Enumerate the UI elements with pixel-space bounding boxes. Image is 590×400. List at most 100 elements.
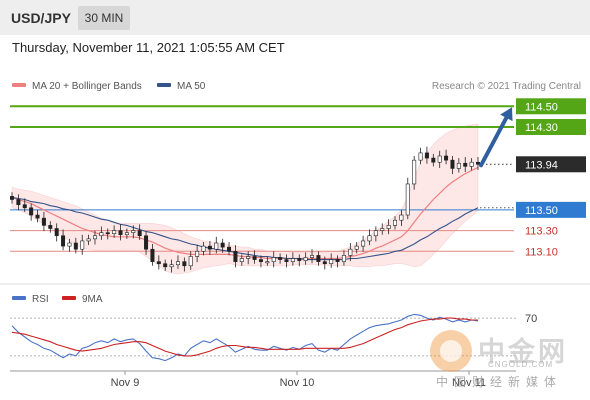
candle-63: [412, 156, 417, 190]
candle-body-62: [405, 183, 410, 216]
legend-label-ma20: MA 20 + Bollinger Bands: [32, 81, 142, 92]
candle-body-14: [99, 232, 104, 237]
candle-body-45: [297, 258, 302, 261]
candle-body-53: [348, 248, 353, 256]
price-level-text-1: 114.30: [525, 122, 558, 134]
candle-66: [431, 153, 436, 167]
candle-33: [220, 238, 225, 253]
candle-46: [303, 252, 308, 265]
legend-swatch-rsi: [12, 296, 26, 300]
moving-averages: [11, 166, 479, 261]
price-level-text-0: 114.50: [525, 101, 558, 113]
candle-body-52: [341, 255, 346, 262]
candle-49: [322, 256, 327, 270]
candle-16: [112, 225, 117, 238]
candle-body-36: [239, 258, 244, 262]
candle-body-24: [163, 263, 168, 268]
candle-body-54: [354, 245, 359, 250]
candle-body-17: [118, 230, 123, 236]
candle-body-2: [22, 204, 27, 209]
candle-body-50: [329, 259, 334, 265]
candle-22: [150, 244, 155, 266]
candle-27: [182, 257, 187, 272]
candle-28: [188, 251, 193, 270]
rsi-level-text-0: 70: [525, 313, 537, 325]
x-tick-label-0: Nov 9: [111, 377, 140, 389]
candle-18: [124, 228, 129, 239]
candle-20: [137, 224, 142, 240]
candle-body-65: [424, 152, 429, 159]
price-level-box-2: [516, 156, 586, 173]
watermark: 中金网 CNGOLD.COM 中国财经新媒体: [430, 330, 590, 392]
watermark-logo-icon: [430, 330, 472, 372]
rsi-legend: RSI 9MA: [12, 294, 103, 305]
candle-54: [354, 241, 359, 254]
price-legend: MA 20 + Bollinger Bands MA 50 Research ©…: [12, 81, 581, 92]
price-level-text-5: 113.10: [525, 246, 558, 258]
candle-body-21: [144, 235, 149, 250]
timeframe-badge[interactable]: 30 MIN: [78, 6, 130, 30]
candle-body-47: [310, 255, 315, 258]
candle-body-44: [290, 258, 295, 262]
candle-body-56: [367, 235, 372, 242]
candle-4: [35, 209, 40, 223]
candle-19: [131, 225, 136, 239]
candle-53: [348, 243, 353, 262]
candle-body-73: [475, 161, 480, 165]
x-tick-label-1: Nov 10: [280, 377, 315, 389]
candle-36: [239, 254, 244, 266]
candle-38: [252, 250, 257, 264]
candle-body-11: [80, 240, 85, 250]
candle-body-7: [54, 228, 59, 237]
price-level-box-1: [516, 119, 586, 135]
candle-body-4: [35, 214, 40, 219]
candle-body-20: [137, 230, 142, 237]
candle-body-29: [195, 250, 200, 257]
candle-60: [393, 216, 398, 230]
candle-body-9: [67, 242, 72, 247]
candle-body-1: [16, 199, 21, 205]
price-level-label-0: 114.50: [516, 98, 586, 115]
x-axis: Nov 9 Nov 10 Nov 11: [111, 371, 486, 389]
candle-body-71: [463, 162, 468, 167]
candle-1: [16, 194, 21, 211]
candle-9: [67, 238, 72, 252]
legend-swatch-9ma: [62, 296, 76, 300]
candle-25: [169, 259, 174, 273]
candle-62: [405, 177, 410, 220]
candle-39: [258, 255, 263, 268]
rsi-levels: 70: [10, 313, 537, 357]
candle-58: [380, 223, 385, 235]
candle-59: [386, 219, 391, 235]
candle-13: [92, 230, 97, 245]
price-level-box-0: [516, 98, 586, 115]
candle-body-40: [265, 261, 270, 264]
candle-0: [10, 192, 15, 204]
candle-64: [418, 147, 423, 165]
candle-body-18: [124, 232, 129, 236]
candle-42: [278, 253, 283, 264]
candle-72: [469, 158, 474, 171]
candle-body-58: [380, 228, 385, 231]
rsi-9ma-line: [11, 317, 478, 357]
projection-overlay: [479, 107, 514, 209]
candle-55: [361, 235, 366, 252]
candle-30: [201, 241, 206, 256]
candle-body-12: [86, 238, 91, 242]
candle-6: [48, 221, 53, 233]
rsi-line: [11, 313, 479, 362]
candle-65: [424, 146, 429, 164]
legend-swatch-ma20: [12, 83, 26, 87]
price-level-label-4: 113.30: [525, 226, 558, 238]
chart-datetime: Thursday, November 11, 2021 1:05:55 AM C…: [12, 40, 285, 55]
candle-41: [271, 251, 276, 268]
candle-body-13: [92, 235, 97, 240]
candle-body-6: [48, 225, 53, 229]
candle-body-51: [335, 259, 340, 262]
candle-12: [86, 234, 91, 246]
candle-body-46: [303, 257, 308, 261]
candle-body-38: [252, 256, 257, 260]
candle-31: [207, 240, 212, 255]
candle-body-60: [393, 219, 398, 226]
